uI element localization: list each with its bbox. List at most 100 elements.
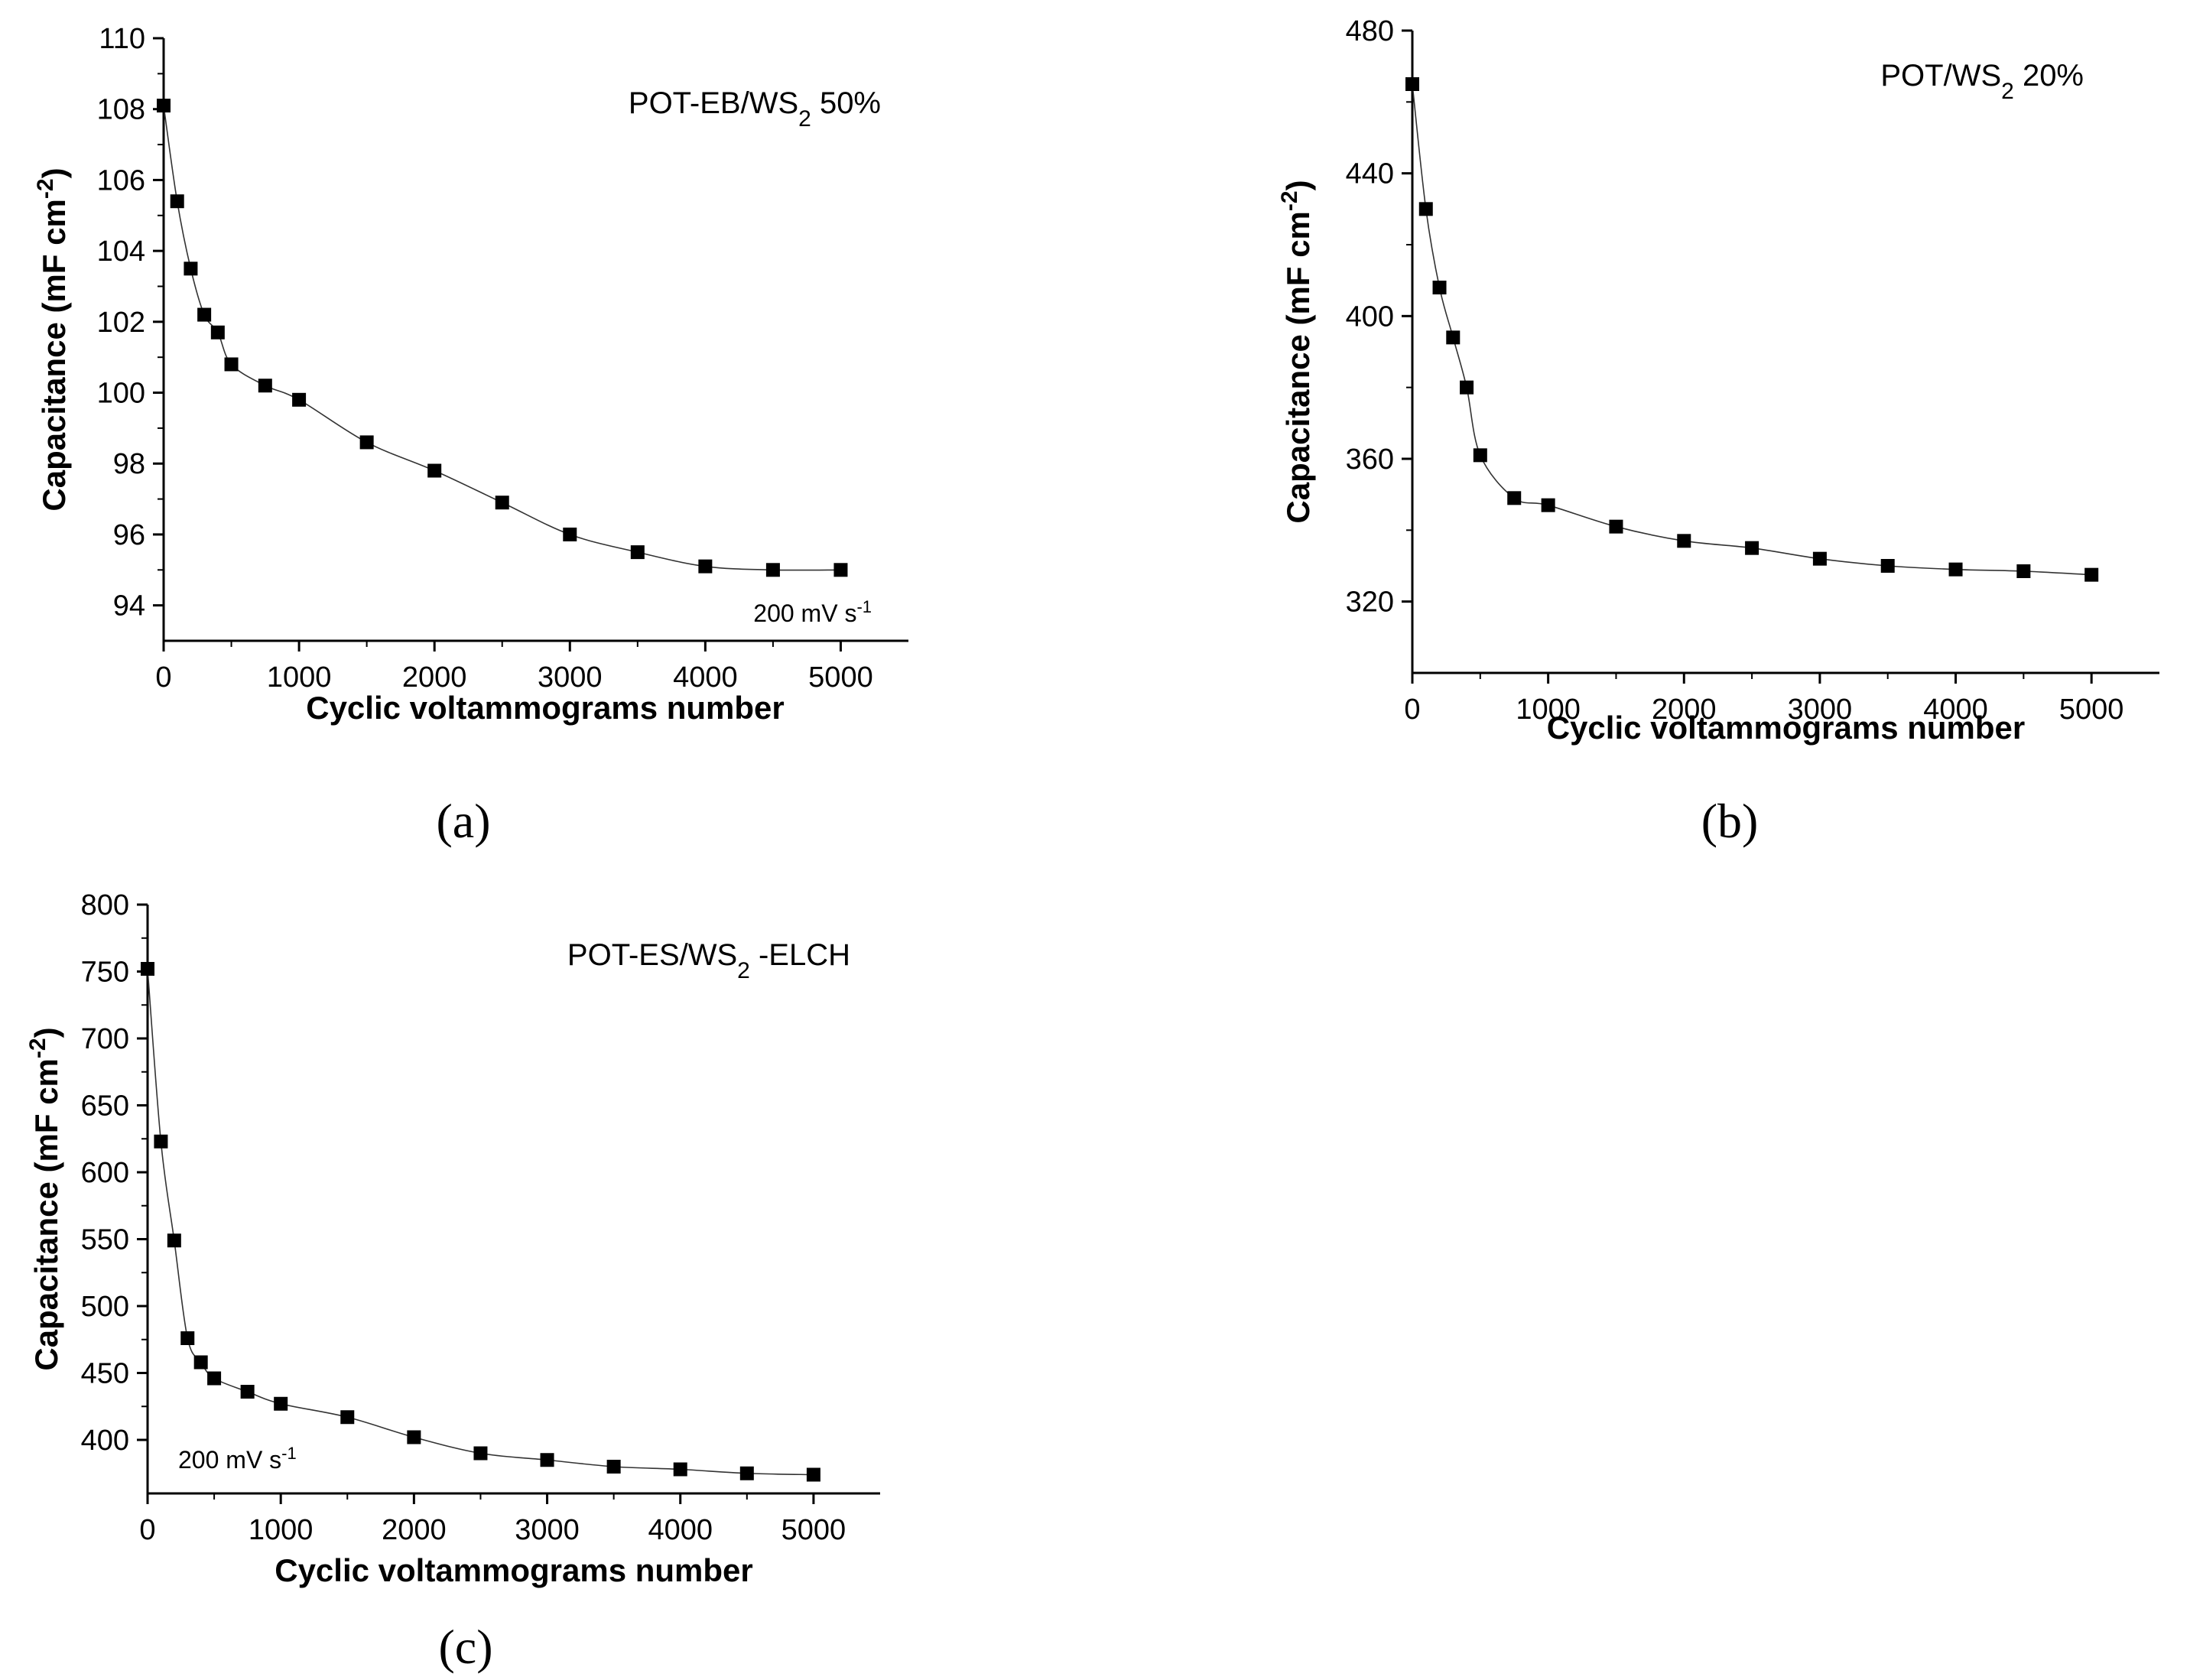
sample-label-main: POT/WS — [1880, 59, 2001, 93]
scan-rate-label: 200 mV s-1 — [753, 597, 872, 628]
data-point — [1880, 559, 1895, 573]
data-point — [765, 563, 780, 577]
data-point — [1405, 77, 1419, 91]
sample-label-subscript: 2 — [737, 958, 750, 983]
data-point — [1677, 534, 1691, 548]
y-tick-label: 94 — [113, 590, 145, 622]
y-axis-title-tail: ) — [36, 167, 72, 178]
chart-panel-3: 0 1000 2000 3000 4000 5000 400 450 500 550 600 650 7… — [25, 889, 880, 1674]
y-tick-label: 400 — [81, 1425, 129, 1457]
data-point — [197, 307, 212, 322]
y-tick-label: 440 — [1346, 158, 1394, 190]
x-tick-label: 2000 — [1652, 694, 1717, 726]
data-point — [170, 194, 184, 209]
sample-label: POT-ES/WS2 -ELCH — [567, 938, 850, 983]
y-axis-title: Capacitance (mF cm-2) — [33, 167, 73, 511]
chart-panel-1: 0 1000 2000 3000 4000 5000 94 96 98 100 102 104 106 1… — [33, 23, 908, 848]
data-point — [359, 435, 374, 450]
y-tick-label: 98 — [113, 448, 145, 480]
sample-label: POT-EB/WS2 50% — [629, 86, 881, 132]
x-tick-label: 4000 — [673, 661, 738, 694]
y-tick-label: 104 — [97, 236, 145, 268]
y-tick-label: 480 — [1346, 15, 1394, 47]
scan-rate-superscript: -1 — [856, 597, 872, 616]
y-tick-label: 400 — [1346, 301, 1394, 333]
data-point — [833, 563, 848, 577]
series-line — [163, 105, 841, 571]
data-point — [154, 1134, 168, 1149]
data-point — [207, 1371, 222, 1386]
sample-label-main: POT-ES/WS — [567, 938, 737, 972]
data-point — [1812, 551, 1827, 566]
scan-rate-label: 200 mV s-1 — [178, 1444, 297, 1474]
data-point — [1432, 281, 1447, 294]
data-point — [141, 962, 154, 976]
data-point — [292, 392, 307, 407]
data-point — [1418, 202, 1433, 216]
x-tick-label: 1000 — [1516, 694, 1581, 726]
data-point — [224, 357, 239, 372]
panel-label: (c) — [438, 1620, 492, 1674]
data-point — [563, 527, 577, 541]
sample-label-tail: -ELCH — [750, 938, 850, 972]
y-axis-title-superscript: -2 — [25, 1038, 50, 1058]
data-point — [698, 559, 713, 574]
x-axis-title: Cyclic voltammograms number — [1547, 710, 2026, 746]
y-tick-label: 110 — [99, 23, 145, 55]
panel-label: (b) — [1701, 794, 1759, 848]
data-point — [2084, 567, 2099, 582]
x-tick-label: 4000 — [648, 1514, 713, 1546]
x-tick-label: 2000 — [382, 1514, 447, 1546]
x-tick-label: 5000 — [781, 1514, 846, 1546]
charts-root: 0 1000 2000 3000 4000 50009496981001021041061… — [25, 15, 2159, 1674]
x-tick-label: 4000 — [1923, 694, 1988, 726]
scan-rate-main: 200 mV s — [753, 600, 856, 627]
y-axis-title-superscript: -2 — [1277, 190, 1302, 211]
sample-label-main: POT-EB/WS — [629, 86, 798, 120]
x-tick-label: 0 — [155, 661, 171, 694]
data-point — [1745, 541, 1759, 555]
data-point — [495, 496, 509, 510]
y-tick-label: 750 — [81, 957, 129, 989]
y-tick-label: 96 — [113, 519, 145, 551]
y-tick-label: 600 — [81, 1157, 129, 1189]
sample-label-tail: 20% — [2014, 59, 2084, 93]
data-point — [473, 1446, 488, 1461]
data-point — [540, 1453, 554, 1467]
sample-label: POT/WS2 20% — [1880, 59, 2084, 104]
x-tick-label: 1000 — [267, 661, 332, 694]
data-point — [1446, 330, 1461, 345]
scan-rate-main: 200 mV s — [178, 1446, 281, 1474]
x-axis-title: Cyclic voltammograms number — [306, 690, 785, 726]
y-axis-title-tail: ) — [1280, 180, 1316, 190]
data-point — [210, 325, 225, 340]
y-axis-title: Capacitance (mF cm-2) — [25, 1027, 65, 1370]
y-tick-label: 450 — [81, 1358, 129, 1390]
x-tick-label: 0 — [139, 1514, 155, 1546]
data-point — [1460, 380, 1474, 395]
data-point — [606, 1460, 621, 1474]
scan-rate-superscript: -1 — [281, 1444, 297, 1463]
data-point — [193, 1355, 208, 1370]
sample-label-subscript: 2 — [2001, 79, 2014, 104]
data-point — [806, 1467, 820, 1482]
x-axis-title: Cyclic voltammograms number — [275, 1552, 753, 1588]
y-tick-label: 800 — [81, 889, 129, 921]
x-tick-label: 3000 — [515, 1514, 580, 1546]
data-point — [427, 463, 442, 478]
x-tick-label: 5000 — [808, 661, 873, 694]
y-tick-label: 550 — [81, 1224, 129, 1256]
x-tick-label: 5000 — [2059, 694, 2124, 726]
sample-label-subscript: 2 — [798, 106, 811, 132]
y-tick-label: 108 — [97, 94, 145, 126]
data-point — [673, 1462, 687, 1477]
y-axis-title-main: Capacitance (mF cm — [36, 199, 72, 511]
data-point — [1948, 562, 1963, 577]
y-axis-title-superscript: -2 — [33, 178, 58, 199]
y-axis-title-main: Capacitance (mF cm — [1280, 211, 1316, 523]
data-point — [258, 379, 272, 393]
x-tick-label: 0 — [1404, 694, 1420, 726]
y-tick-label: 650 — [81, 1090, 129, 1123]
data-point — [630, 545, 645, 560]
